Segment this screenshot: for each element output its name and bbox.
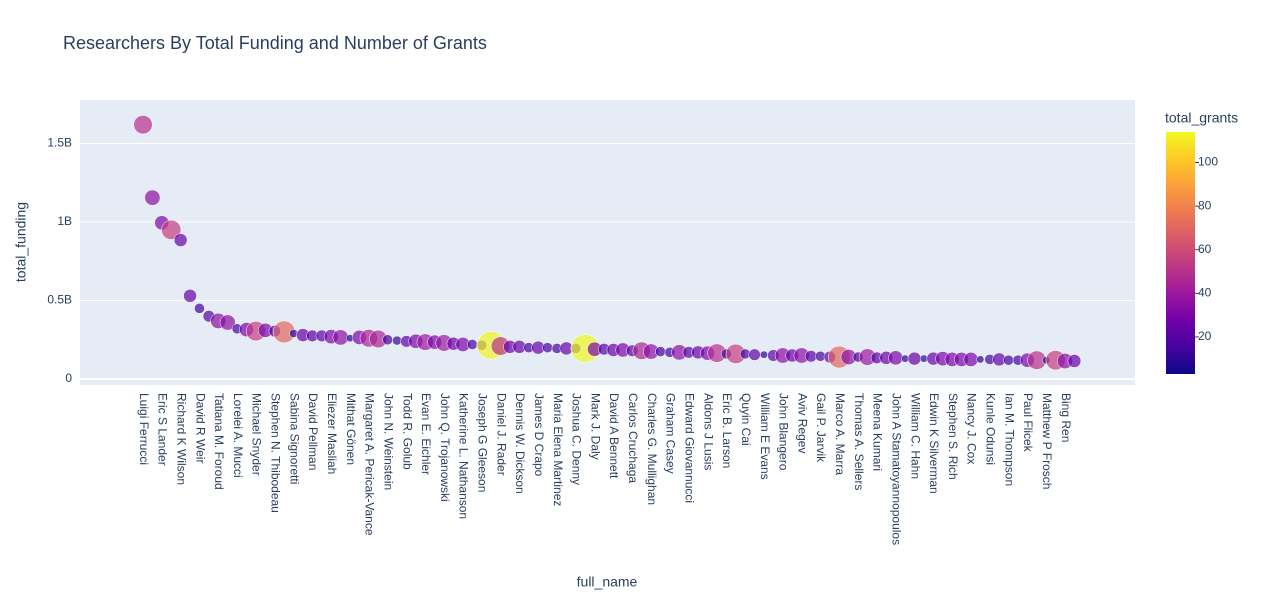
x-tick-label: Luigi Ferrucci: [137, 393, 151, 465]
x-tick-label: Graham Casey: [664, 393, 678, 474]
x-tick-label: Todd R. Golub: [400, 393, 414, 470]
marker: [194, 303, 205, 314]
marker: [901, 354, 910, 363]
marker: [907, 351, 922, 366]
x-tick-label: Quyin Cai: [739, 393, 753, 446]
colorbar-tick-label: 60: [1198, 242, 1212, 256]
colorbar-tick-label: 80: [1198, 198, 1212, 212]
y-tick-label: 1B: [57, 214, 72, 228]
marker: [748, 348, 761, 361]
x-tick-label: Matthew P Frosch: [1040, 393, 1054, 489]
marker: [976, 355, 985, 364]
marker: [466, 339, 478, 350]
x-tick-label: Nancy J. Cox: [965, 393, 979, 464]
marker: [888, 350, 904, 366]
x-tick-label: Thomas A. Sellers: [852, 393, 866, 490]
x-tick-label: John N. Weinstein: [381, 393, 395, 490]
x-tick-label: Kunle Odunsi: [984, 393, 998, 465]
x-tick-label: Lorelei A. Mucci: [231, 393, 245, 478]
x-tick-label: Mithat Gönen: [344, 393, 358, 465]
x-tick-label: John Blangero: [777, 393, 791, 471]
x-axis-title: full_name: [577, 574, 638, 590]
x-tick-label: John A Stamatoyannopoulos: [889, 393, 903, 545]
marker: [542, 342, 553, 353]
y-tick-label: 0.5B: [47, 293, 72, 307]
x-tick-label: Joshua C. Denny: [570, 393, 584, 485]
x-tick-label: Edwin K Silverman: [927, 393, 941, 494]
marker: [144, 189, 161, 206]
marker: [161, 219, 182, 240]
marker: [1067, 354, 1082, 368]
x-tick-label: Mark J. Daly: [588, 393, 602, 460]
x-tick-label: Ian M. Thompson: [1002, 393, 1016, 486]
marker: [332, 329, 349, 346]
x-tick-label: William C. Hahn: [908, 393, 922, 479]
x-tick-label: Stephen S. Rich: [946, 393, 960, 480]
colorbar-tick-label: 40: [1198, 286, 1212, 300]
x-tick-label: David A Bennett: [607, 393, 621, 479]
marker: [183, 289, 197, 303]
x-tick-label: Marco A. Marra: [833, 393, 847, 475]
colorbar-tick-label: 20: [1198, 329, 1212, 343]
x-tick-label: David Pellman: [306, 393, 320, 470]
y-axis-title: total_funding: [13, 202, 29, 282]
marker: [133, 115, 153, 135]
x-tick-label: Aldons J Lusis: [701, 393, 715, 470]
x-tick-label: Paul Flicek: [1021, 393, 1035, 453]
x-tick-label: James D Crapo: [532, 393, 546, 477]
x-tick-label: Eliezer Masliah: [325, 393, 339, 474]
x-tick-label: Meena Kumari: [871, 393, 885, 471]
chart-title: Researchers By Total Funding and Number …: [63, 33, 487, 53]
x-tick-label: Maria Elena Martinez: [551, 393, 565, 506]
x-tick-label: Katherine L. Nathanson: [457, 393, 471, 519]
x-tick-label: William E Evans: [758, 393, 772, 480]
marker: [382, 334, 393, 346]
marker: [219, 314, 236, 331]
marker: [1003, 354, 1014, 366]
x-tick-label: Gail P. Jarvik: [814, 393, 828, 463]
x-tick-label: Daniel J. Rader: [494, 393, 508, 476]
x-tick-label: Tatiana M. Foroud: [212, 393, 226, 490]
x-tick-label: Eric B. Larson: [720, 393, 734, 468]
marker: [919, 354, 928, 363]
marker: [963, 351, 979, 367]
y-tick-label: 0: [65, 371, 72, 385]
y-tick-label: 1.5B: [47, 136, 72, 150]
colorbar: [1166, 132, 1195, 374]
x-tick-label: Aviv Regev: [795, 393, 809, 453]
x-tick-label: Edward Giovannucci: [683, 393, 697, 503]
x-tick-label: Eric S Lander: [156, 393, 170, 466]
x-tick-label: Dennis W. Dickson: [513, 393, 527, 494]
x-tick-label: Charles G. Mullighan: [645, 393, 659, 505]
marker: [173, 233, 188, 247]
marker: [759, 350, 768, 359]
colorbar-title: total_grants: [1165, 110, 1238, 126]
marker: [655, 346, 666, 357]
x-tick-label: Stephen N. Thibodeau: [269, 393, 283, 513]
x-tick-label: Margaret A. Pericak-Vance: [363, 393, 377, 536]
x-tick-label: Bing Ren: [1059, 393, 1073, 442]
x-tick-label: David R Weir: [193, 393, 207, 463]
x-tick-label: Michael Snyder: [250, 393, 264, 476]
x-tick-label: Carlos Cruchaga: [626, 393, 640, 483]
x-tick-label: John Q. Trojanowski: [438, 393, 452, 502]
marker: [392, 335, 402, 346]
plot-area: [80, 100, 1135, 385]
x-tick-label: Evan E. Eichler: [419, 393, 433, 475]
x-tick-label: Sabina Signoretti: [287, 393, 301, 484]
x-tick-label: Richard K Wilson: [174, 393, 188, 485]
colorbar-tick-label: 100: [1198, 155, 1218, 169]
x-tick-label: Joseph G Gleeson: [476, 393, 490, 492]
